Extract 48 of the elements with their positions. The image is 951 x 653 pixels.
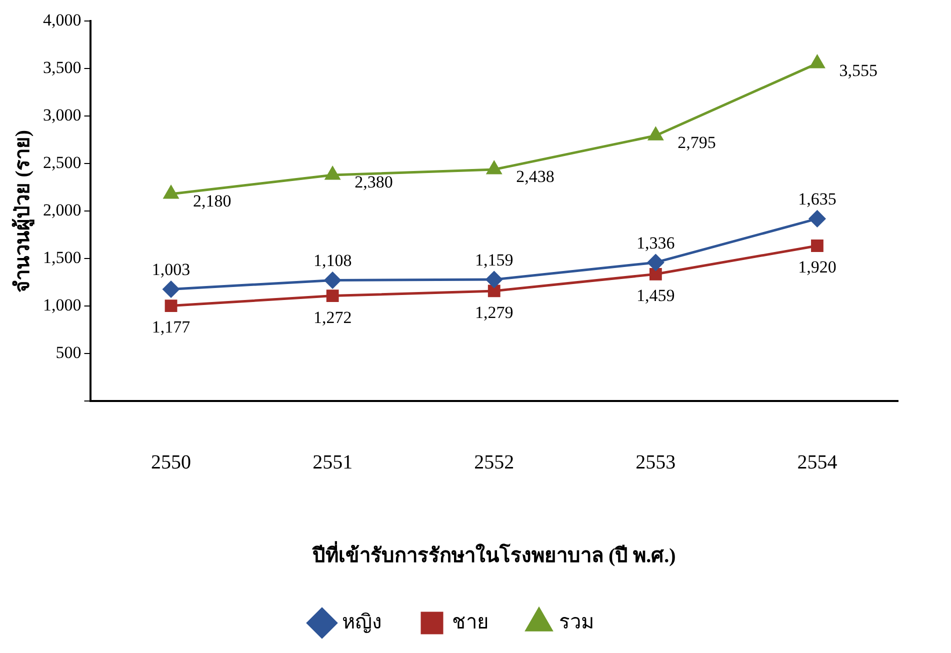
y-tick-label: 4,000 <box>43 10 82 30</box>
legend-label: หญิง <box>342 611 382 634</box>
point <box>488 284 500 298</box>
point <box>810 55 825 68</box>
point <box>164 300 178 312</box>
data-label: 2,438 <box>516 166 554 186</box>
annotation: 1,177 <box>152 318 191 337</box>
point <box>808 210 826 227</box>
point <box>648 127 663 140</box>
point <box>649 268 662 280</box>
x-tick-label: 2554 <box>797 451 838 474</box>
data-label: 3,555 <box>839 60 878 80</box>
y-axis-title: จำนวนผู้ป่วย (ราย) <box>11 130 36 292</box>
data-label: 2,795 <box>678 133 716 152</box>
point <box>486 161 502 174</box>
point <box>325 166 340 180</box>
annotation: 1,003 <box>152 260 190 280</box>
annotation: 1,336 <box>636 233 675 252</box>
annotation: 1,272 <box>313 308 352 327</box>
point <box>811 240 824 252</box>
y-tick-label: 1,500 <box>43 248 82 268</box>
data-label: 2,180 <box>193 191 232 210</box>
x-tick-label: 2553 <box>636 451 676 474</box>
x-tick-label: 2552 <box>474 451 514 474</box>
point <box>326 290 339 302</box>
y-tick-label: 500 <box>56 342 82 362</box>
point <box>324 272 341 288</box>
annotation: 1,920 <box>798 258 836 277</box>
y-tick-label: 2,000 <box>43 200 82 220</box>
data-label: 2,380 <box>354 172 393 192</box>
point <box>486 271 502 288</box>
legend-label: ชาย <box>452 611 489 634</box>
x-tick-label: 2550 <box>151 451 192 474</box>
annotation: 1,635 <box>798 190 836 209</box>
point <box>647 254 664 271</box>
annotation: 1,459 <box>636 286 675 306</box>
point <box>162 280 180 298</box>
y-tick-label: 3,000 <box>43 106 82 125</box>
point <box>164 186 178 199</box>
y-tick-label: 2,500 <box>43 153 82 172</box>
annotation: 1,108 <box>313 251 352 270</box>
y-tick-label: 1,000 <box>43 296 82 315</box>
x-axis-title: ปีที่เข้ารับการรักษาในโรงพยาบาล (ปี พ.ศ.) <box>311 540 676 568</box>
legend-label: รวม <box>559 611 594 634</box>
annotation: 1,159 <box>475 250 514 270</box>
y-tick-label: 3,500 <box>43 58 82 78</box>
annotation: 1,279 <box>475 302 514 322</box>
x-tick-label: 2551 <box>312 451 353 474</box>
